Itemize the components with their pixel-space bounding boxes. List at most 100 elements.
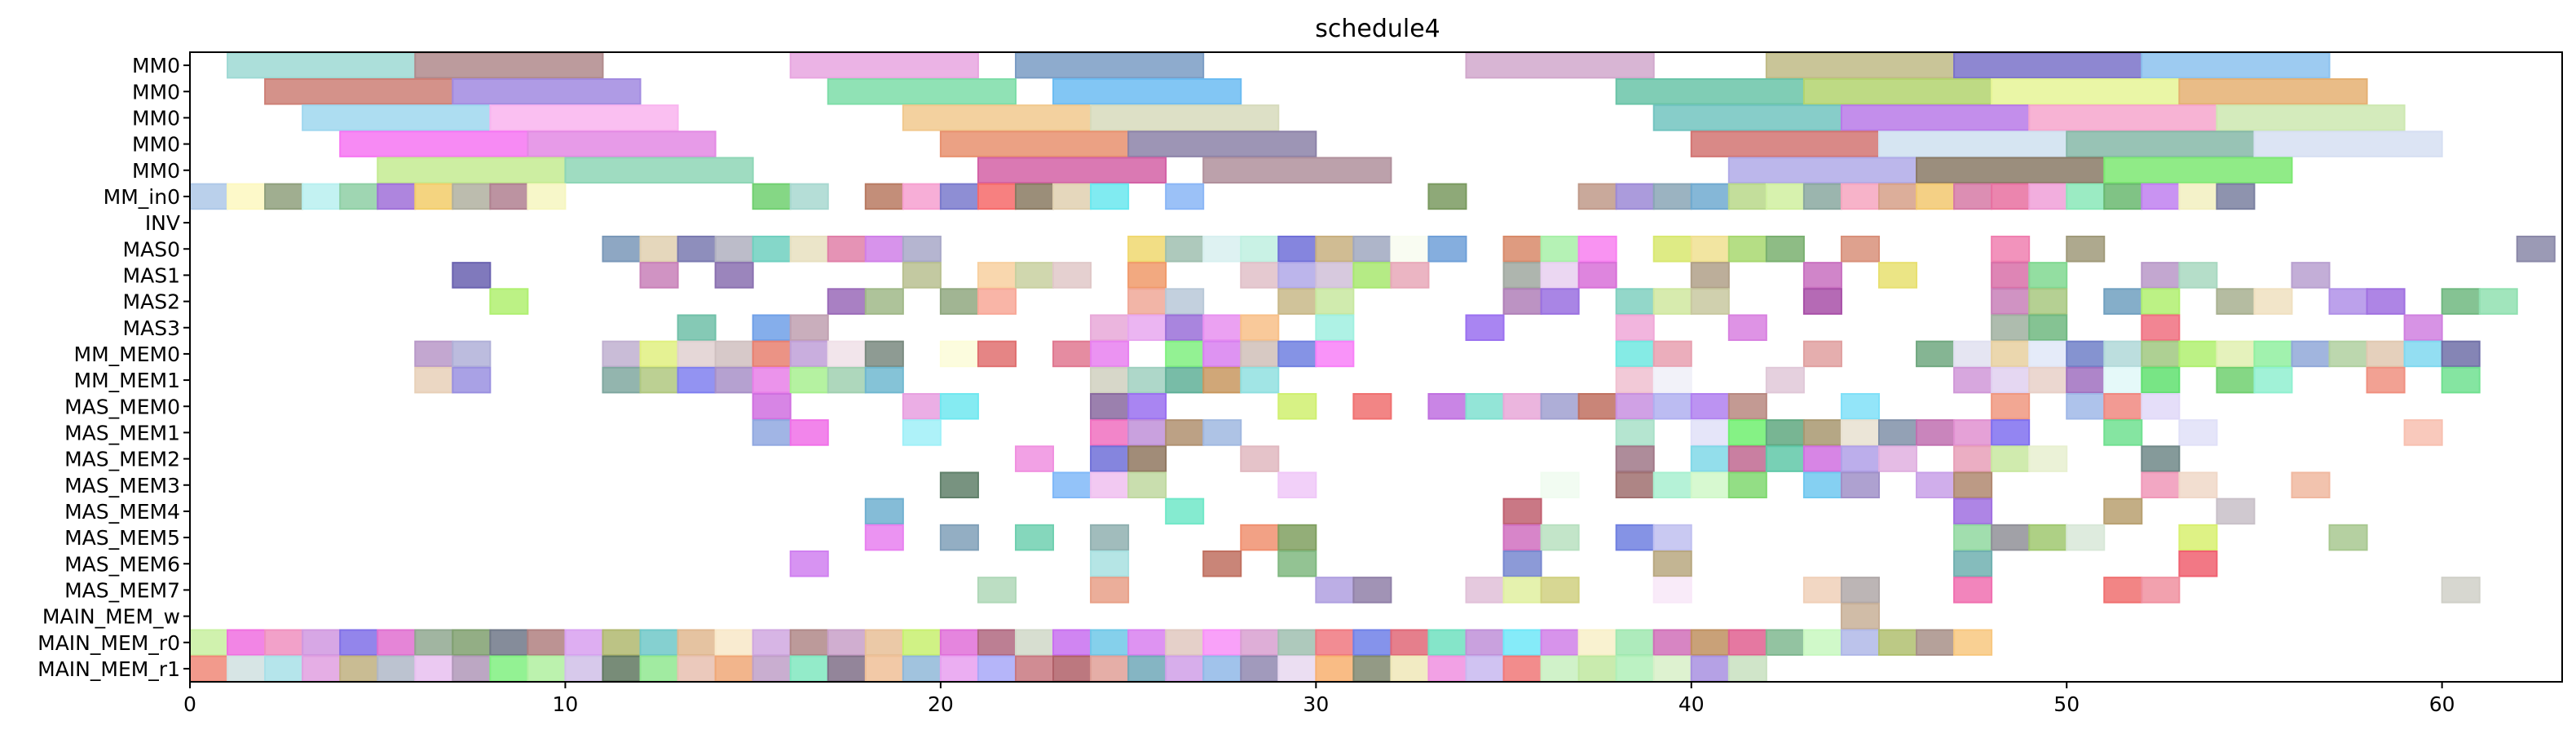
task-bar bbox=[1165, 655, 1205, 683]
task-bar bbox=[1465, 655, 1505, 683]
task-bar bbox=[602, 235, 642, 263]
task-bar bbox=[1652, 183, 1692, 210]
row-label: MAS_MEM7 bbox=[64, 578, 180, 602]
task-bar bbox=[1240, 629, 1280, 657]
task-bar bbox=[827, 288, 867, 315]
task-bar bbox=[1540, 471, 1580, 499]
task-bar bbox=[1615, 445, 1655, 472]
task-bar bbox=[2366, 288, 2406, 315]
task-bar bbox=[1802, 419, 1842, 446]
task-bar bbox=[864, 655, 904, 683]
task-bar bbox=[2291, 471, 2331, 499]
row-label: MAS_MEM1 bbox=[64, 421, 180, 444]
task-bar bbox=[452, 629, 492, 657]
task-bar bbox=[1502, 524, 1542, 551]
task-bar bbox=[1840, 392, 1880, 420]
task-bar bbox=[1277, 471, 1317, 499]
task-bar bbox=[302, 629, 342, 657]
task-bar bbox=[939, 655, 979, 683]
task-bar bbox=[2141, 471, 2181, 499]
task-bar bbox=[1540, 655, 1580, 683]
task-bar bbox=[2103, 577, 2143, 604]
task-bar bbox=[1427, 392, 1467, 420]
task-bar bbox=[1127, 130, 1317, 157]
task-bar bbox=[1953, 419, 1993, 446]
task-bar bbox=[1465, 392, 1505, 420]
task-bar bbox=[2028, 262, 2068, 289]
task-bar bbox=[864, 340, 904, 368]
task-bar bbox=[902, 262, 942, 289]
task-bar bbox=[1315, 235, 1355, 263]
task-bar bbox=[1727, 314, 1767, 342]
task-bar bbox=[639, 262, 679, 289]
task-bar bbox=[1652, 577, 1692, 604]
task-bar bbox=[2328, 340, 2368, 368]
task-bar bbox=[1802, 77, 1993, 105]
task-bar bbox=[1652, 366, 1692, 394]
task-bar bbox=[2028, 104, 2218, 131]
task-bar bbox=[1615, 366, 1655, 394]
task-bar bbox=[1953, 497, 1993, 525]
task-bar bbox=[1014, 51, 1205, 79]
x-tick-label: 40 bbox=[1678, 692, 1705, 716]
task-bar bbox=[2028, 314, 2068, 342]
task-bar bbox=[489, 104, 679, 131]
task-bar bbox=[2103, 392, 2143, 420]
task-bar bbox=[1127, 392, 1167, 420]
task-bar bbox=[789, 366, 829, 394]
task-bar bbox=[1840, 603, 1880, 630]
task-bar bbox=[977, 183, 1017, 210]
task-bar bbox=[2141, 262, 2181, 289]
task-bar bbox=[1502, 288, 1542, 315]
task-bar bbox=[2066, 524, 2106, 551]
task-bar bbox=[1652, 524, 1692, 551]
task-bar bbox=[2103, 419, 2143, 446]
task-bar bbox=[1577, 629, 1617, 657]
task-bar bbox=[1277, 340, 1317, 368]
task-bar bbox=[1690, 392, 1730, 420]
task-bar bbox=[2291, 340, 2331, 368]
task-bar bbox=[1240, 340, 1280, 368]
task-bar bbox=[2178, 471, 2218, 499]
task-bar bbox=[1991, 314, 2031, 342]
task-bar bbox=[1014, 629, 1055, 657]
task-bar bbox=[1090, 629, 1130, 657]
plot-frame bbox=[189, 51, 2563, 683]
task-bar bbox=[2216, 104, 2406, 131]
task-bar bbox=[1727, 419, 1767, 446]
x-tick-label: 60 bbox=[2429, 692, 2455, 716]
row-labels: MM0MM0MM0MM0MM0MM_in0INVMAS0MAS1MAS2MAS3… bbox=[37, 54, 190, 681]
task-bar bbox=[1277, 655, 1317, 683]
task-bar bbox=[639, 655, 679, 683]
task-bar bbox=[1991, 262, 2031, 289]
task-bar bbox=[1877, 262, 1918, 289]
task-bar bbox=[1991, 77, 2181, 105]
task-bar bbox=[2178, 262, 2218, 289]
task-bar bbox=[1202, 655, 1242, 683]
task-bar bbox=[377, 655, 417, 683]
task-bar bbox=[1991, 288, 2031, 315]
task-bar bbox=[2291, 262, 2331, 289]
task-bar bbox=[2103, 157, 2293, 184]
task-bar bbox=[1877, 629, 1918, 657]
task-bar bbox=[902, 235, 942, 263]
task-bar bbox=[527, 655, 567, 683]
task-bar bbox=[1127, 655, 1167, 683]
task-bar bbox=[1840, 577, 1880, 604]
task-bar bbox=[1765, 51, 1956, 79]
row-label: MAIN_MEM_r1 bbox=[37, 657, 180, 681]
task-bar bbox=[639, 366, 679, 394]
task-bar bbox=[2141, 340, 2181, 368]
task-bar bbox=[752, 314, 792, 342]
task-bar bbox=[1615, 77, 1805, 105]
task-bar bbox=[1090, 524, 1130, 551]
task-bar bbox=[1427, 235, 1467, 263]
task-bar bbox=[1052, 340, 1092, 368]
task-bar bbox=[1540, 524, 1580, 551]
task-bar bbox=[2066, 183, 2106, 210]
task-bar bbox=[1991, 366, 2031, 394]
task-bar bbox=[2141, 314, 2181, 342]
task-bar bbox=[2366, 366, 2406, 394]
task-bar bbox=[1427, 655, 1467, 683]
task-bar bbox=[1014, 524, 1055, 551]
